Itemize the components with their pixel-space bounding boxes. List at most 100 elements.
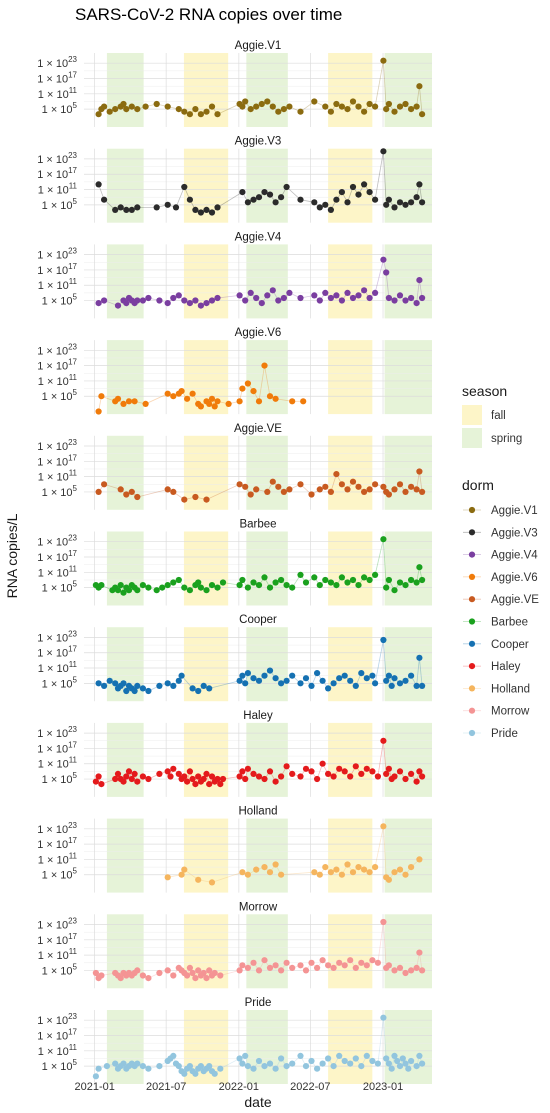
data-point — [349, 478, 357, 485]
data-point — [396, 292, 404, 299]
data-point — [372, 196, 379, 203]
data-point — [261, 362, 268, 369]
facet-title: Holland — [239, 806, 278, 818]
data-point — [289, 584, 296, 591]
y-tick-label: 1 × 1011 — [38, 947, 78, 962]
data-point — [380, 483, 387, 490]
data-point — [363, 1052, 370, 1059]
data-point — [327, 294, 334, 302]
data-point — [344, 579, 351, 586]
data-point — [413, 194, 420, 201]
data-point — [217, 972, 224, 979]
data-point — [297, 773, 304, 780]
data-point — [314, 1065, 321, 1072]
season-band-spring — [106, 244, 144, 319]
data-point — [325, 685, 332, 692]
data-point — [112, 775, 119, 783]
data-point — [266, 191, 274, 198]
data-point — [302, 579, 310, 586]
data-point — [380, 1014, 387, 1021]
data-point — [366, 486, 373, 493]
data-point — [184, 778, 191, 785]
season-band-spring — [384, 148, 432, 223]
data-point — [278, 967, 285, 974]
data-point — [336, 675, 343, 682]
data-point — [139, 297, 146, 304]
data-point — [366, 576, 373, 584]
data-point — [264, 488, 271, 495]
data-point — [278, 194, 285, 201]
data-point — [261, 775, 268, 783]
data-point — [250, 196, 257, 203]
data-point — [266, 768, 274, 775]
season-band-spring — [384, 53, 432, 127]
data-point — [236, 292, 243, 299]
data-point — [156, 770, 163, 778]
data-point — [391, 297, 398, 304]
data-point — [175, 292, 182, 299]
data-point — [195, 579, 202, 586]
data-point — [355, 582, 362, 589]
data-point — [175, 106, 182, 113]
legend-dot-aggie-v3 — [468, 529, 476, 536]
data-point — [159, 584, 166, 591]
data-point — [95, 488, 102, 495]
data-point — [333, 292, 340, 299]
data-point — [170, 765, 177, 772]
data-point — [197, 403, 204, 410]
data-point — [355, 864, 362, 871]
data-point — [120, 680, 127, 687]
data-point — [289, 964, 296, 972]
data-point — [383, 584, 390, 591]
data-point — [156, 297, 163, 304]
y-tick-label: 1 × 105 — [42, 484, 78, 499]
season-band-spring — [246, 627, 288, 702]
y-tick-label: 1 × 105 — [42, 197, 78, 212]
data-point — [112, 206, 119, 213]
data-point — [385, 100, 392, 108]
data-point — [388, 682, 395, 690]
data-point — [419, 294, 426, 302]
data-point — [286, 289, 293, 296]
data-point — [316, 204, 323, 211]
data-point — [178, 672, 185, 679]
data-point — [308, 1057, 315, 1065]
data-point — [239, 962, 246, 969]
data-point — [242, 297, 249, 304]
data-point — [250, 675, 257, 682]
data-point — [302, 675, 310, 682]
season-band-fall — [328, 244, 373, 319]
data-point — [327, 579, 334, 586]
facet-title: Aggie.V6 — [235, 327, 282, 339]
y-tick-label: 1 × 1011 — [38, 182, 78, 197]
data-point — [145, 1065, 152, 1072]
y-tick-label: 1 × 1017 — [37, 453, 77, 468]
data-point — [170, 1052, 177, 1059]
data-point — [203, 206, 210, 213]
y-tick-label: 1 × 105 — [42, 1058, 78, 1073]
data-point — [145, 294, 152, 302]
legend-label-aggie-v1: Aggie.V1 — [491, 505, 538, 517]
data-point — [385, 876, 392, 883]
data-point — [391, 675, 398, 682]
data-point — [264, 98, 271, 105]
data-point — [419, 111, 426, 118]
data-point — [402, 677, 409, 684]
y-tick-label: 1 × 1017 — [37, 549, 77, 564]
data-point — [95, 181, 102, 188]
legend-dot-haley — [468, 663, 476, 670]
data-point — [128, 206, 135, 213]
data-point — [297, 481, 304, 488]
legend-dot-aggie-v1 — [468, 506, 476, 514]
data-point — [200, 682, 207, 690]
data-point — [203, 496, 210, 503]
data-point — [170, 972, 177, 979]
data-point — [134, 493, 141, 501]
data-point — [272, 962, 279, 969]
data-point — [112, 1060, 119, 1067]
data-point — [258, 100, 265, 108]
season-band-spring — [106, 1010, 144, 1084]
data-point — [374, 773, 381, 780]
data-point — [383, 677, 390, 684]
